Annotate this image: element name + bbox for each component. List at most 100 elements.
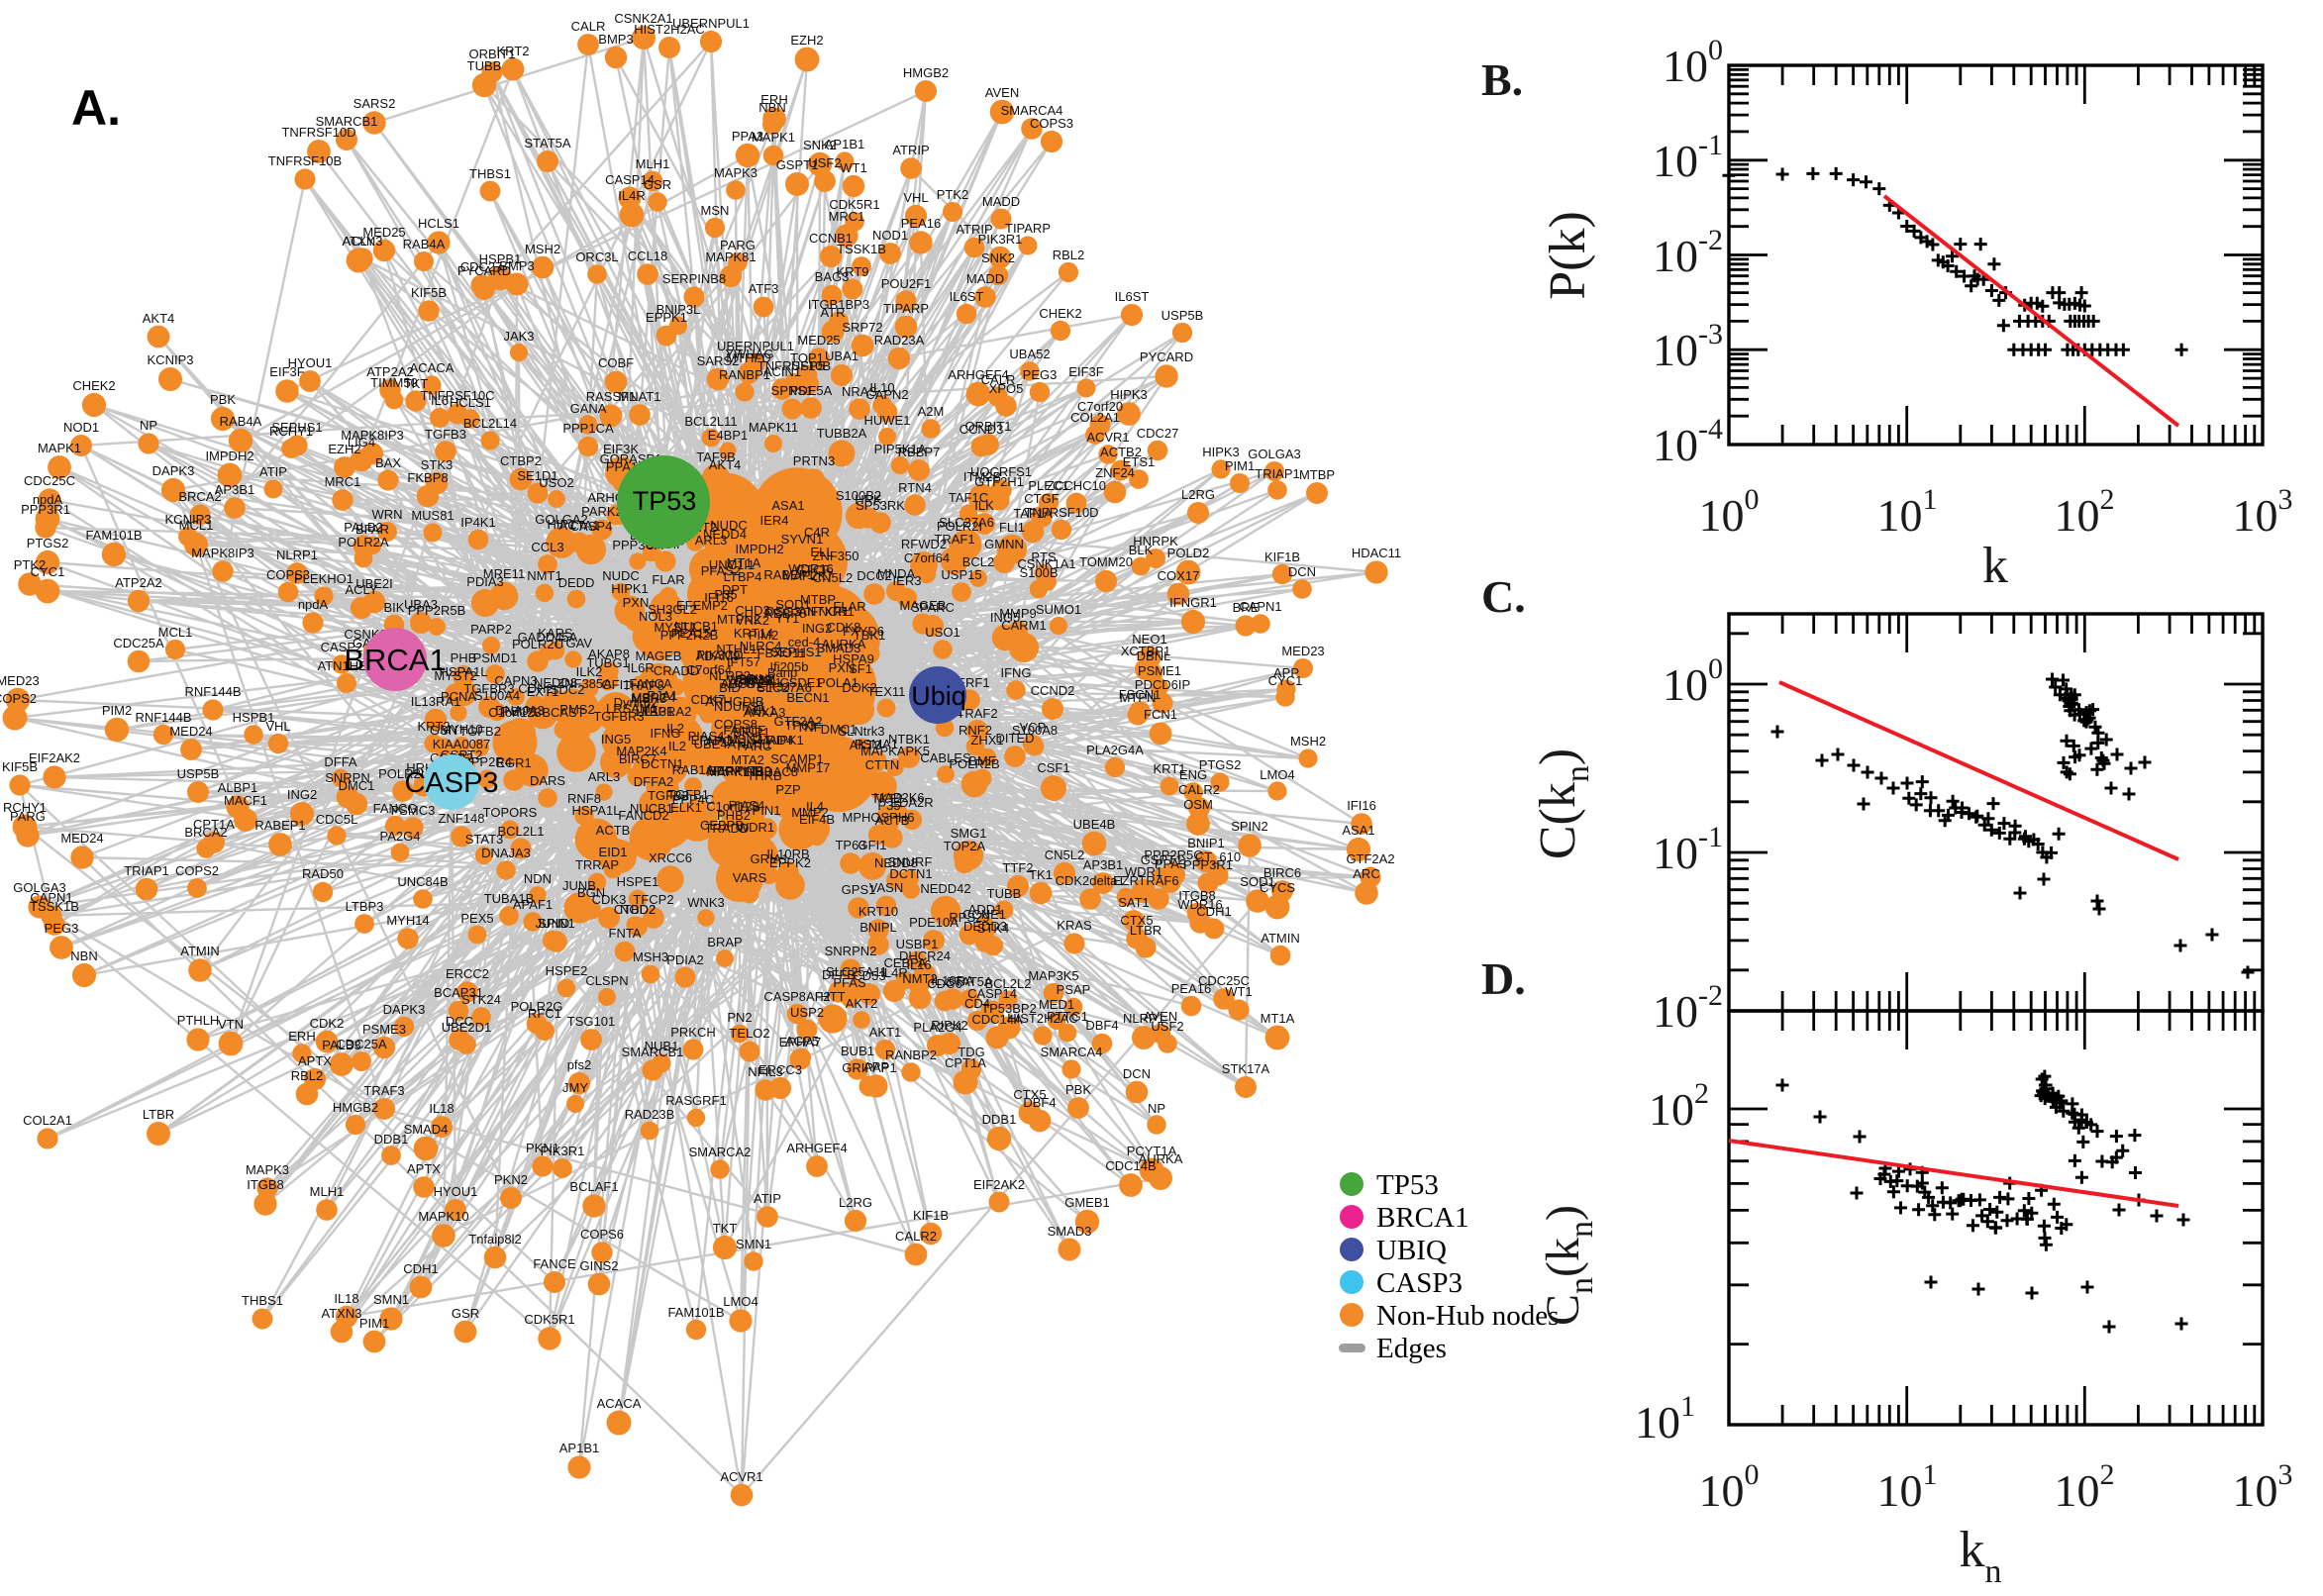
svg-text:ARC: ARC [1353,866,1379,881]
svg-text:BRIP1: BRIP1 [733,725,770,740]
svg-text:FKBP8: FKBP8 [407,470,448,485]
svg-text:ACLY: ACLY [346,582,378,597]
svg-text:RCHY1: RCHY1 [3,800,47,815]
svg-text:PPP1CA: PPP1CA [562,421,614,436]
svg-text:P35: P35 [714,587,737,602]
svg-text:NDN: NDN [524,871,552,886]
svg-text:Tnfaip8l2: Tnfaip8l2 [468,1232,521,1247]
svg-text:IFI16: IFI16 [704,590,734,605]
svg-text:DEDD3: DEDD3 [963,919,1007,934]
svg-text:BCL2L14: BCL2L14 [463,416,517,431]
svg-text:PPP2R5C: PPP2R5C [1144,848,1202,862]
svg-text:COX17: COX17 [1158,568,1200,583]
svg-text:PLEKHO1: PLEKHO1 [294,571,354,586]
svg-text:BIRC6: BIRC6 [1263,865,1301,880]
svg-text:DDB1: DDB1 [374,1132,409,1147]
svg-text:UBE4A: UBE4A [694,737,737,751]
svg-text:FNTA: FNTA [609,926,642,941]
svg-text:MLH1: MLH1 [636,156,670,171]
svg-text:PLA2G4A: PLA2G4A [1086,743,1144,757]
svg-text:DFFA2: DFFA2 [634,774,673,789]
svg-text:UBIQ: UBIQ [1376,1235,1447,1266]
svg-text:PXN: PXN [829,660,856,675]
svg-text:PARK2: PARK2 [581,504,623,519]
svg-text:VHL: VHL [265,719,290,734]
svg-text:BNIPL: BNIPL [859,920,897,935]
svg-text:ADD1: ADD1 [968,902,1003,917]
svg-text:WDR1: WDR1 [1125,864,1162,879]
svg-text:MTBP: MTBP [800,592,836,607]
svg-text:RASGRF1: RASGRF1 [665,1093,726,1108]
svg-text:MTHFD: MTHFD [726,350,771,365]
svg-text:MRC1: MRC1 [829,209,865,224]
svg-text:KIF1B: KIF1B [913,1208,949,1223]
svg-text:PJA1: PJA1 [647,688,677,703]
svg-text:COPS3: COPS3 [266,567,310,582]
svg-text:BRCA2: BRCA2 [178,489,221,504]
svg-text:EPHA7: EPHA7 [779,1035,822,1049]
svg-text:IMPDH2: IMPDH2 [735,542,783,556]
svg-text:THRB: THRB [747,768,781,783]
svg-text:CALR2: CALR2 [1178,782,1220,797]
svg-text:SNRPN: SNRPN [325,770,370,785]
svg-text:TUBA1B: TUBA1B [484,891,535,906]
svg-text:PPP3R1: PPP3R1 [1183,857,1233,872]
svg-text:AP3B1: AP3B1 [215,482,254,497]
svg-text:DFFA: DFFA [324,754,357,769]
svg-text:B.: B. [1481,54,1523,105]
svg-text:AKT3: AKT3 [850,738,882,752]
svg-text:HYOU1: HYOU1 [288,355,333,370]
svg-text:S100A4: S100A4 [474,688,520,703]
svg-text:npdA: npdA [33,492,63,507]
svg-text:KRT10: KRT10 [858,904,898,919]
svg-text:IL2: IL2 [666,721,684,736]
svg-text:EIF3F: EIF3F [269,364,304,379]
svg-text:CTTN: CTTN [865,757,900,772]
svg-text:GRIPAP1: GRIPAP1 [842,1060,896,1075]
svg-text:ATN1HEB: ATN1HEB [318,658,376,673]
svg-text:SMN1: SMN1 [373,1292,409,1307]
svg-text:PIK3R1: PIK3R1 [978,232,1023,247]
svg-text:RIPK2: RIPK2 [931,1018,968,1033]
svg-text:MCL1: MCL1 [158,625,193,640]
svg-text:MAP2K7: MAP2K7 [782,568,833,583]
svg-text:C1orf123: C1orf123 [488,705,541,720]
svg-text:PALB3: PALB3 [322,1038,361,1052]
svg-text:DOK2: DOK2 [842,680,876,695]
svg-text:HIPK3: HIPK3 [1110,387,1148,402]
svg-text:CHEK2: CHEK2 [1039,306,1081,321]
svg-text:NEDD4: NEDD4 [703,527,747,542]
svg-text:BRCA2: BRCA2 [184,825,227,840]
svg-text:GMNN: GMNN [984,537,1024,551]
svg-text:NP: NP [140,418,157,433]
svg-text:SEPHS1: SEPHS1 [271,420,322,435]
svg-text:LTBP3: LTBP3 [346,899,384,914]
svg-text:USP5B: USP5B [177,766,220,781]
svg-text:HSPE1: HSPE1 [617,874,659,889]
svg-text:IFT57: IFT57 [727,654,760,669]
svg-text:EIF3K: EIF3K [603,442,639,456]
svg-text:P(k): P(k) [1540,211,1596,300]
svg-text:BIRC7: BIRC7 [619,751,656,766]
svg-text:LTBP1: LTBP1 [636,704,674,719]
svg-text:COL2A1: COL2A1 [1070,410,1120,425]
svg-text:SMN1: SMN1 [736,1237,771,1251]
svg-text:IL16: IL16 [906,957,931,972]
svg-text:STK17A: STK17A [1222,1061,1270,1076]
svg-text:ILK: ILK [974,498,994,513]
svg-text:IL4R: IL4R [618,188,645,203]
svg-text:ACTB2: ACTB2 [1100,445,1142,459]
svg-text:PDE5A: PDE5A [790,383,833,398]
svg-text:GINS2: GINS2 [579,1258,618,1273]
svg-text:RIPK1: RIPK1 [766,733,804,748]
svg-text:PSMA1: PSMA1 [855,737,898,751]
svg-text:CABLES: CABLES [920,750,971,765]
svg-text:ALBP1: ALBP1 [218,780,257,795]
svg-text:DCTN1: DCTN1 [889,866,932,881]
svg-text:TIPARP: TIPARP [883,301,929,316]
svg-text:Ubiq: Ubiq [911,681,966,711]
svg-text:ABCB1: ABCB1 [721,676,763,691]
svg-text:MCL1: MCL1 [179,518,214,533]
svg-text:CDC6: CDC6 [927,976,961,991]
svg-text:EZH2: EZH2 [790,33,823,48]
